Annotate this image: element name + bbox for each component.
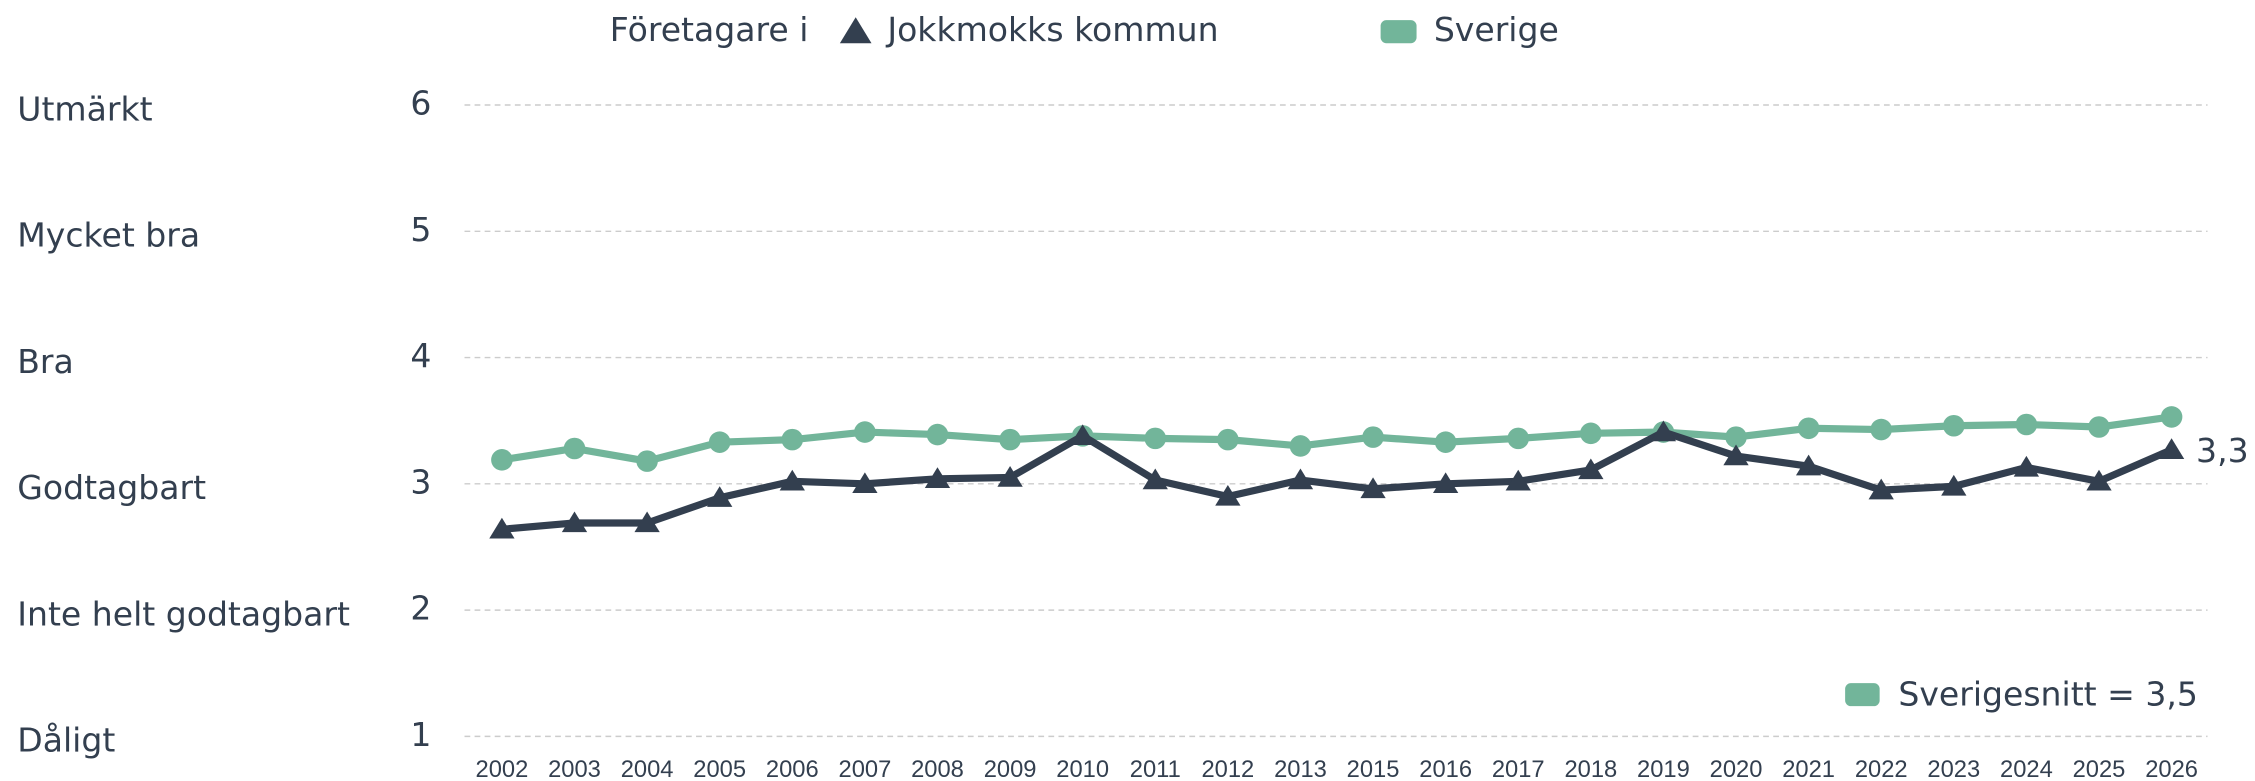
legend-title: Företagare i (610, 10, 809, 49)
y-tick-label: 1 (410, 715, 431, 754)
point-marker (924, 467, 951, 488)
point-marker (2086, 469, 2112, 491)
point-marker (926, 423, 949, 446)
legend-label: Sverige (1434, 10, 1559, 49)
x-tick-label: 2011 (1130, 757, 1181, 781)
x-tick-label: 2020 (1710, 757, 1763, 781)
y-tick-label: 2 (410, 589, 431, 628)
point-marker (1142, 468, 1168, 490)
point-marker (1943, 414, 1965, 437)
annotation: Sverigesnitt = 3,5 (1898, 675, 2198, 714)
point-marker (561, 511, 588, 533)
point-marker (1432, 472, 1459, 494)
point-marker (1868, 478, 1894, 500)
x-tick-label: 2006 (766, 757, 819, 781)
point-marker (1723, 444, 1749, 466)
point-marker (1870, 418, 1892, 441)
y-tick-label: 6 (410, 84, 431, 123)
y-level-label: Utmärkt (17, 89, 152, 128)
y-tick-label: 3 (410, 462, 431, 501)
series-line (501, 428, 2174, 533)
data-label: 3,3 (2196, 431, 2249, 470)
point-marker (1507, 427, 1530, 450)
point-marker (1070, 424, 1096, 446)
x-tick-label: 2002 (476, 757, 529, 781)
point-marker (1289, 435, 1312, 457)
x-tick-label: 2009 (984, 757, 1037, 781)
x-tick-label: 2019 (1637, 757, 1690, 781)
x-tick-label: 2003 (548, 757, 601, 781)
x-tick-label: 2023 (1927, 757, 1980, 781)
annotation-marker (1845, 683, 1880, 707)
y-tick-label: 4 (410, 336, 431, 375)
point-marker (781, 428, 804, 451)
point-marker (1287, 468, 1314, 490)
point-marker (1797, 417, 1820, 440)
y-level-label: Bra (17, 342, 74, 381)
point-marker (634, 511, 660, 533)
point-marker (1650, 420, 1677, 442)
x-tick-label: 2026 (2145, 757, 2198, 781)
point-marker (852, 472, 878, 494)
series-line (501, 413, 2173, 465)
point-marker (997, 466, 1023, 487)
point-marker (1144, 427, 1167, 450)
y-level-label: Dåligt (17, 721, 115, 760)
x-tick-label: 2025 (2073, 757, 2126, 781)
x-tick-label: 2007 (839, 757, 892, 781)
point-marker (1941, 474, 1967, 496)
point-marker (707, 486, 733, 507)
point-marker (636, 450, 658, 472)
point-marker (1505, 469, 1531, 491)
point-marker (1795, 454, 1822, 476)
point-marker (1217, 428, 1239, 451)
point-marker (491, 449, 513, 471)
point-marker (2015, 413, 2038, 436)
legend-label: Jokkmokks kommun (885, 10, 1218, 49)
x-tick-label: 2015 (1347, 757, 1400, 781)
point-marker (563, 437, 586, 460)
x-tick-label: 2018 (1564, 757, 1617, 781)
point-marker (1434, 431, 1457, 453)
point-marker (708, 431, 731, 453)
x-tick-label: 2013 (1274, 757, 1327, 781)
x-tick-label: 2022 (1855, 757, 1908, 781)
point-marker (489, 517, 515, 539)
point-marker (2158, 438, 2185, 459)
x-tick-label: 2017 (1492, 757, 1545, 781)
point-marker (779, 469, 805, 491)
x-tick-label: 2008 (911, 757, 964, 781)
point-marker (999, 428, 1021, 451)
point-marker (2160, 406, 2183, 428)
point-marker (1725, 426, 1747, 448)
x-tick-label: 2005 (693, 757, 746, 781)
y-tick-label: 5 (410, 210, 431, 249)
legend-marker (1380, 20, 1417, 44)
point-marker (1578, 458, 1604, 480)
x-tick-label: 2012 (1201, 757, 1254, 781)
point-marker (854, 421, 876, 443)
x-tick-label: 2024 (2000, 757, 2053, 781)
point-marker (1360, 477, 1386, 499)
x-tick-label: 2021 (1782, 757, 1835, 781)
x-tick-label: 2004 (621, 757, 674, 781)
x-tick-label: 2016 (1419, 757, 1472, 781)
y-level-label: Godtagbart (17, 468, 206, 507)
point-marker (1362, 426, 1384, 448)
point-marker (2013, 455, 2040, 477)
y-level-label: Inte helt godtagbart (17, 594, 350, 633)
point-marker (1580, 422, 1602, 445)
point-marker (1215, 484, 1241, 506)
y-level-label: Mycket bra (17, 216, 200, 255)
point-marker (2088, 416, 2110, 438)
x-tick-label: 2010 (1056, 757, 1109, 781)
legend-marker (839, 17, 872, 44)
